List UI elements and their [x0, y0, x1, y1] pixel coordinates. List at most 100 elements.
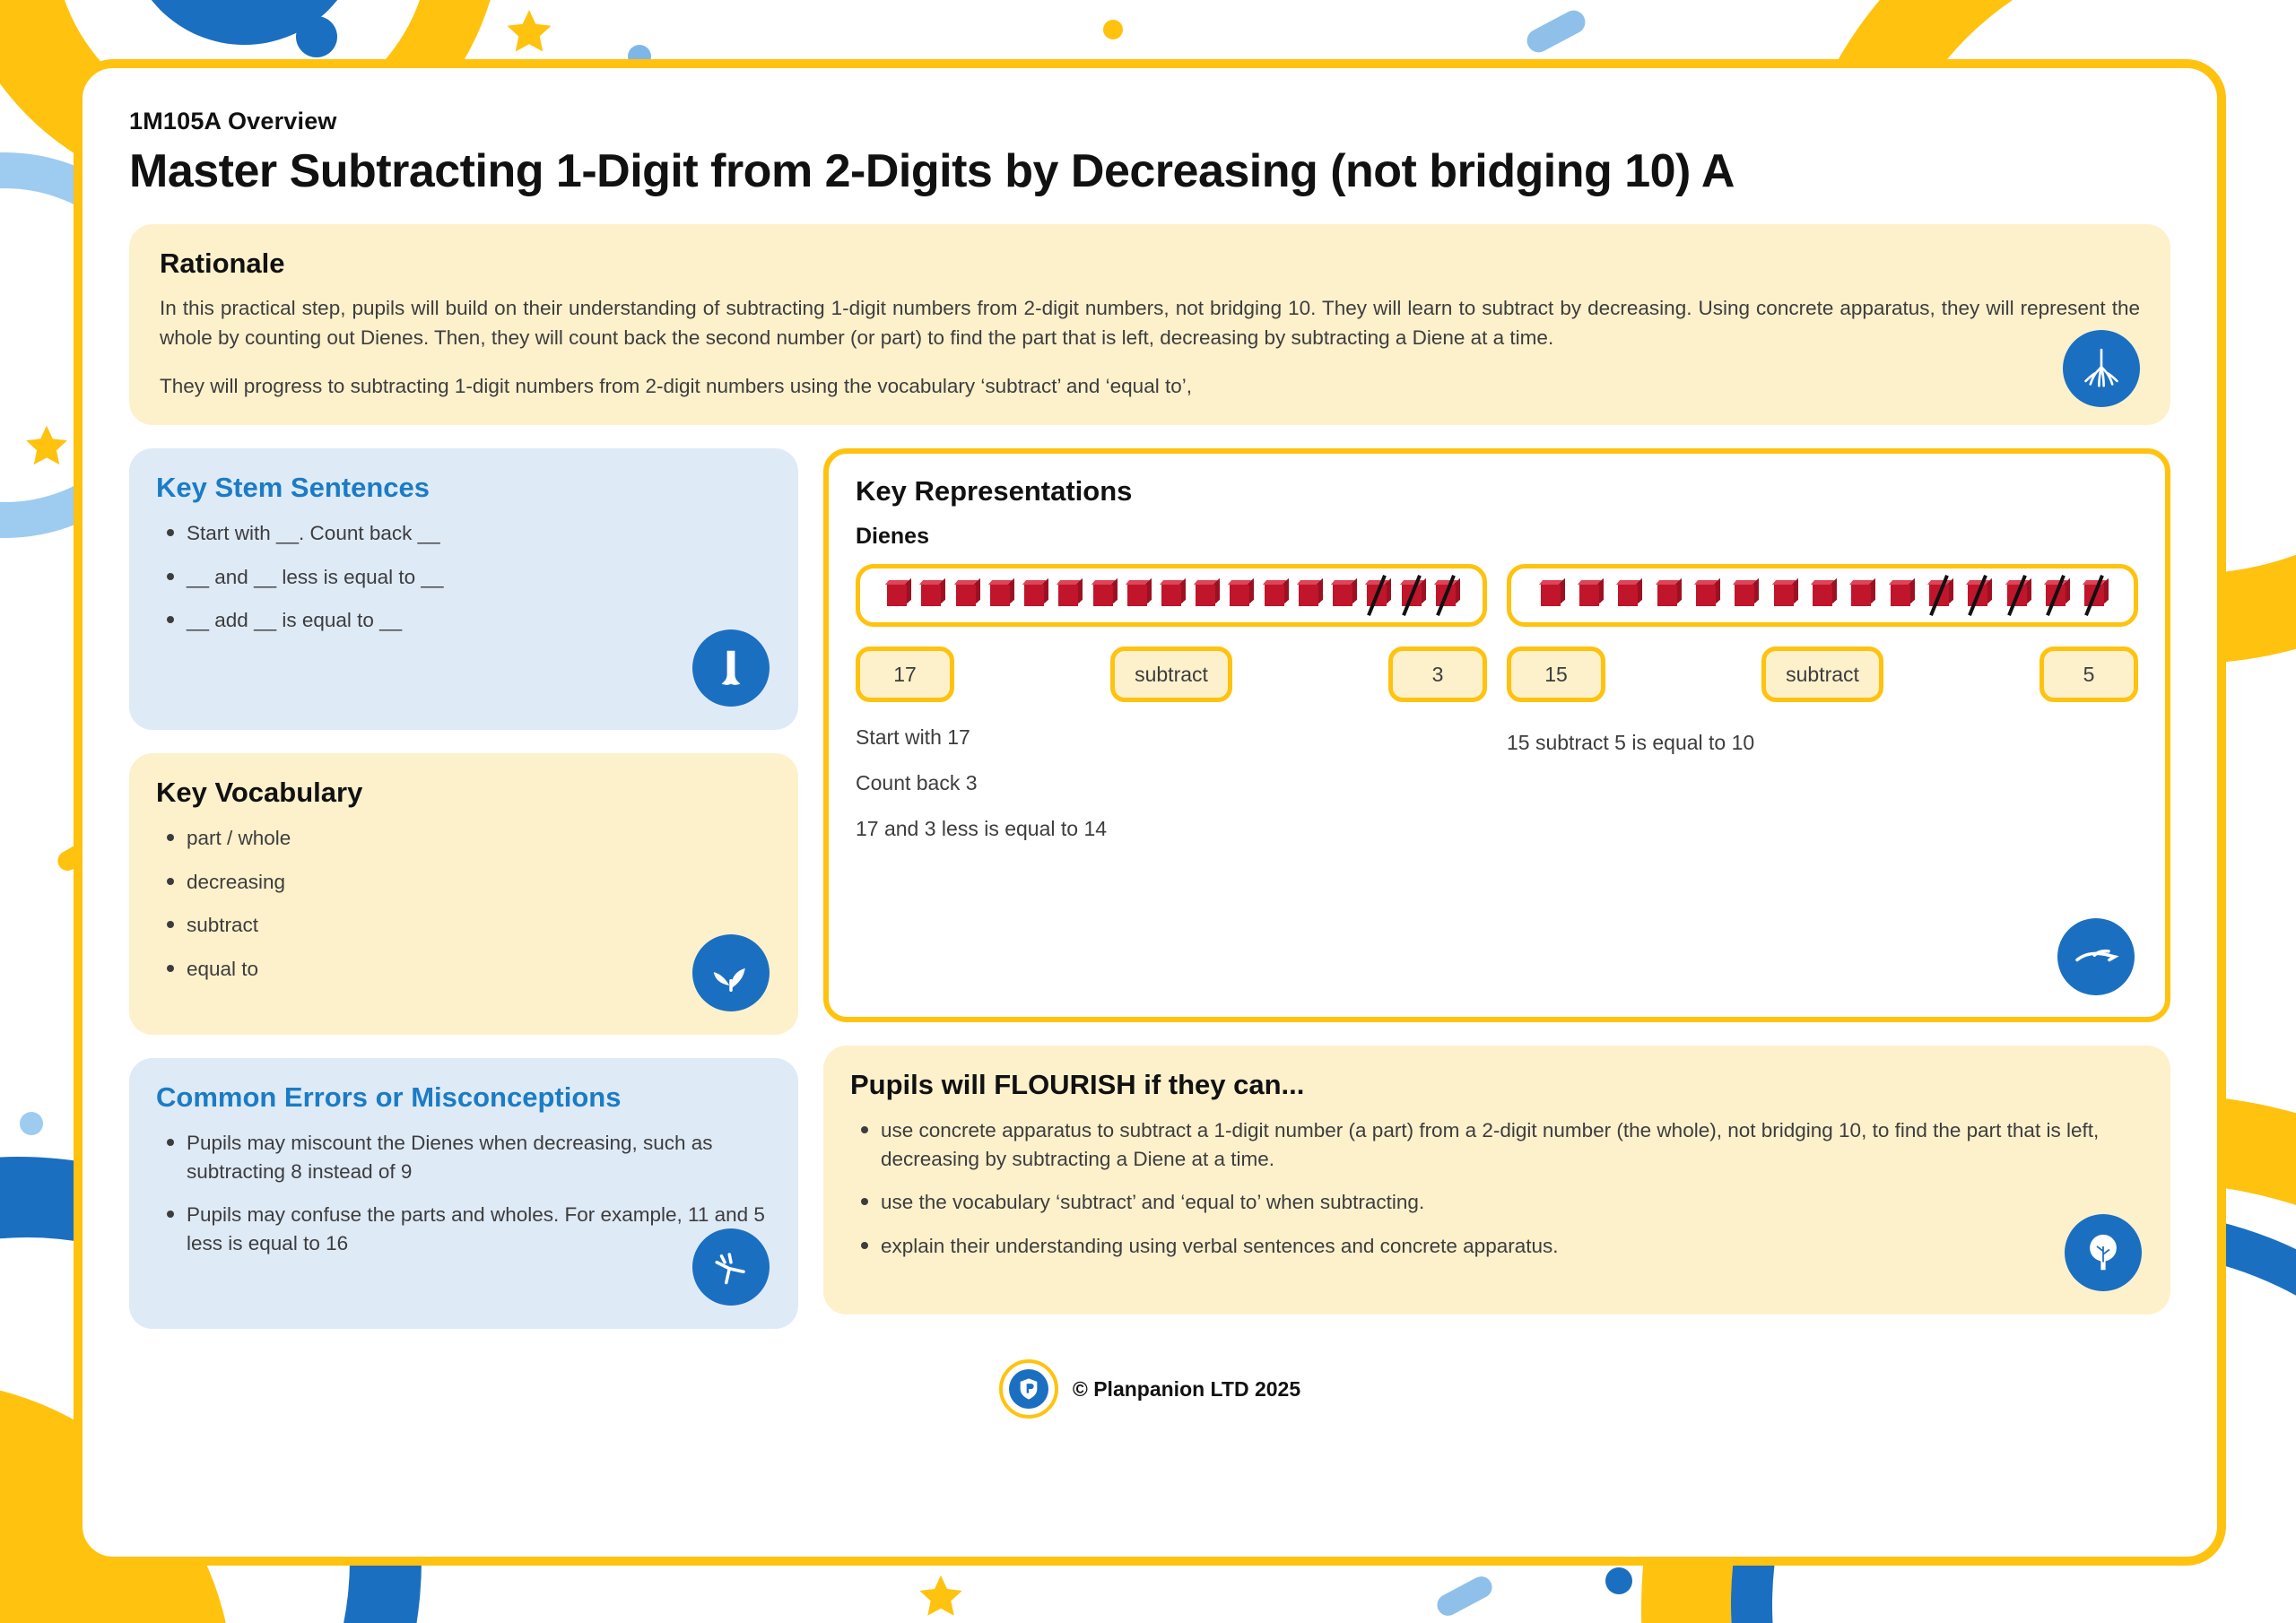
dienes-cube: [2036, 575, 2074, 617]
rep-line: Start with 17: [856, 725, 970, 750]
right-column: Key Representations Dienes 17 subtract 3: [823, 448, 2170, 1315]
dienes-cube: [1726, 585, 1764, 607]
chip-part-1: 3: [1388, 647, 1488, 703]
dienes-rows: [856, 564, 2138, 628]
key-vocabulary-card: Key Vocabulary part / whole decreasing s…: [129, 753, 798, 1036]
deco-dot-blue-3: [40, 502, 67, 529]
overview-sheet: 1M105A Overview Master Subtracting 1-Dig…: [74, 59, 2226, 1566]
flourish-heading: Pupils will FLOURISH if they can...: [850, 1069, 1305, 1101]
dienes-cube-block: [1773, 585, 1794, 607]
planpanion-logo: [998, 1359, 1058, 1419]
dienes-cube: [1360, 575, 1394, 617]
representation-sentences-right: 15 subtract 5 is equal to 10: [1507, 725, 2138, 863]
dienes-cube-block: [1230, 585, 1250, 607]
chip-whole-2: 15: [1507, 647, 1606, 703]
flourish-list: use concrete apparatus to subtract a 1-d…: [850, 1116, 2144, 1260]
dienes-cube: [1531, 585, 1570, 607]
dienes-cube: [914, 585, 948, 607]
dienes-cube: [1764, 585, 1803, 607]
roots-icon: [2063, 330, 2140, 408]
dienes-cube: [1648, 585, 1686, 607]
dienes-cube-block: [1540, 585, 1561, 607]
chip-part-2: 5: [2039, 647, 2139, 703]
sprout-icon: [692, 934, 770, 1012]
list-item: __ add __ is equal to __: [156, 606, 771, 635]
common-errors-card: Common Errors or Misconceptions Pupils m…: [129, 1058, 798, 1330]
dienes-cube-block: [1812, 585, 1832, 607]
rationale-heading: Rationale: [160, 247, 285, 280]
dienes-cube: [1842, 585, 1881, 607]
dienes-cube: [2075, 575, 2114, 617]
key-vocabulary-heading: Key Vocabulary: [156, 777, 363, 809]
list-item: use the vocabulary ‘subtract’ and ‘equal…: [850, 1188, 2144, 1217]
eyebrow-label: 1M105A Overview: [129, 108, 337, 135]
dienes-cube: [1881, 585, 1919, 607]
representation-sentences-left: Start with 17 Count back 3 17 and 3 less…: [856, 725, 1487, 863]
dienes-cube: [1188, 585, 1222, 607]
list-item: explain their understanding using verbal…: [850, 1232, 2144, 1261]
deco-star-1: [507, 10, 552, 52]
list-item: Pupils may miscount the Dienes when decr…: [156, 1129, 771, 1185]
page-title: Master Subtracting 1-Digit from 2-Digits…: [129, 145, 1735, 197]
dienes-cube: [1017, 585, 1051, 607]
list-item: equal to: [156, 955, 771, 984]
key-vocabulary-list: part / whole decreasing subtract equal t…: [156, 824, 771, 983]
rationale-card: Rationale In this practical step, pupils…: [129, 224, 2170, 426]
dienes-cube: [1154, 585, 1188, 607]
planpanion-logo-inner: [1008, 1369, 1048, 1410]
dienes-cube-block: [1618, 585, 1639, 607]
key-representations-heading: Key Representations: [856, 475, 1133, 508]
list-item: __ and __ less is equal to __: [156, 563, 771, 592]
dienes-cube-block: [1851, 585, 1872, 607]
common-errors-heading: Common Errors or Misconceptions: [156, 1081, 622, 1114]
common-errors-list: Pupils may miscount the Dienes when decr…: [156, 1129, 771, 1257]
dienes-cube-block: [1161, 585, 1181, 607]
dienes-cube-block: [1657, 585, 1677, 607]
dienes-cube: [1085, 585, 1119, 607]
rep-line: Count back 3: [856, 771, 978, 795]
dienes-cube-block: [1196, 585, 1216, 607]
dienes-cube: [1997, 575, 2036, 617]
deco-pill-blue-2: [1433, 1572, 1496, 1620]
dienes-cube-block: [887, 585, 908, 607]
dienes-cube-block: [921, 585, 942, 607]
dienes-cube: [1257, 585, 1292, 607]
dienes-cube: [1803, 585, 1841, 607]
left-column: Key Stem Sentences Start with __. Count …: [129, 448, 798, 1330]
dienes-cube-block: [1298, 585, 1318, 607]
chip-whole-1: 17: [856, 647, 954, 703]
dienes-box-2: [1507, 564, 2138, 628]
dienes-cube: [1570, 585, 1608, 607]
dienes-cube: [1120, 585, 1154, 607]
list-item: part / whole: [156, 824, 771, 853]
tree-trunk-icon: [692, 629, 770, 707]
key-representations-card: Key Representations Dienes 17 subtract 3: [823, 448, 2170, 1023]
list-item: decreasing: [156, 868, 771, 897]
dienes-cube: [1959, 575, 1997, 617]
dienes-cube: [1395, 575, 1429, 617]
flourish-card: Pupils will FLOURISH if they can... use …: [823, 1046, 2170, 1315]
dienes-cube-block: [1333, 585, 1353, 607]
deco-pill-blue-1: [1522, 6, 1590, 56]
dienes-cube-block: [1024, 585, 1045, 607]
dienes-cube: [1919, 575, 1958, 617]
dienes-cube-block: [1890, 585, 1910, 607]
chip-operation-1: subtract: [1110, 647, 1232, 703]
dienes-cube: [948, 585, 982, 607]
deco-dot-blue-1: [296, 16, 337, 57]
dienes-cubes-1: [880, 575, 1463, 617]
dienes-cube: [1326, 585, 1360, 607]
dienes-cube-block: [1735, 585, 1755, 607]
dienes-cube-block: [1695, 585, 1716, 607]
dienes-box-1: [856, 564, 1487, 628]
deco-dot-blue-4: [20, 1112, 43, 1135]
key-stem-sentences-heading: Key Stem Sentences: [156, 472, 430, 504]
content-grid: Key Stem Sentences Start with __. Count …: [129, 448, 2170, 1330]
key-stem-sentences-card: Key Stem Sentences Start with __. Count …: [129, 448, 798, 731]
dienes-cube: [1429, 575, 1463, 617]
list-item: subtract: [156, 911, 771, 940]
representation-sentences: Start with 17 Count back 3 17 and 3 less…: [856, 725, 2138, 863]
key-stem-sentences-list: Start with __. Count back __ __ and __ l…: [156, 519, 771, 635]
number-sentence-chips: 17 subtract 3 15 subtract 5: [856, 647, 2139, 703]
dienes-cube: [880, 585, 914, 607]
